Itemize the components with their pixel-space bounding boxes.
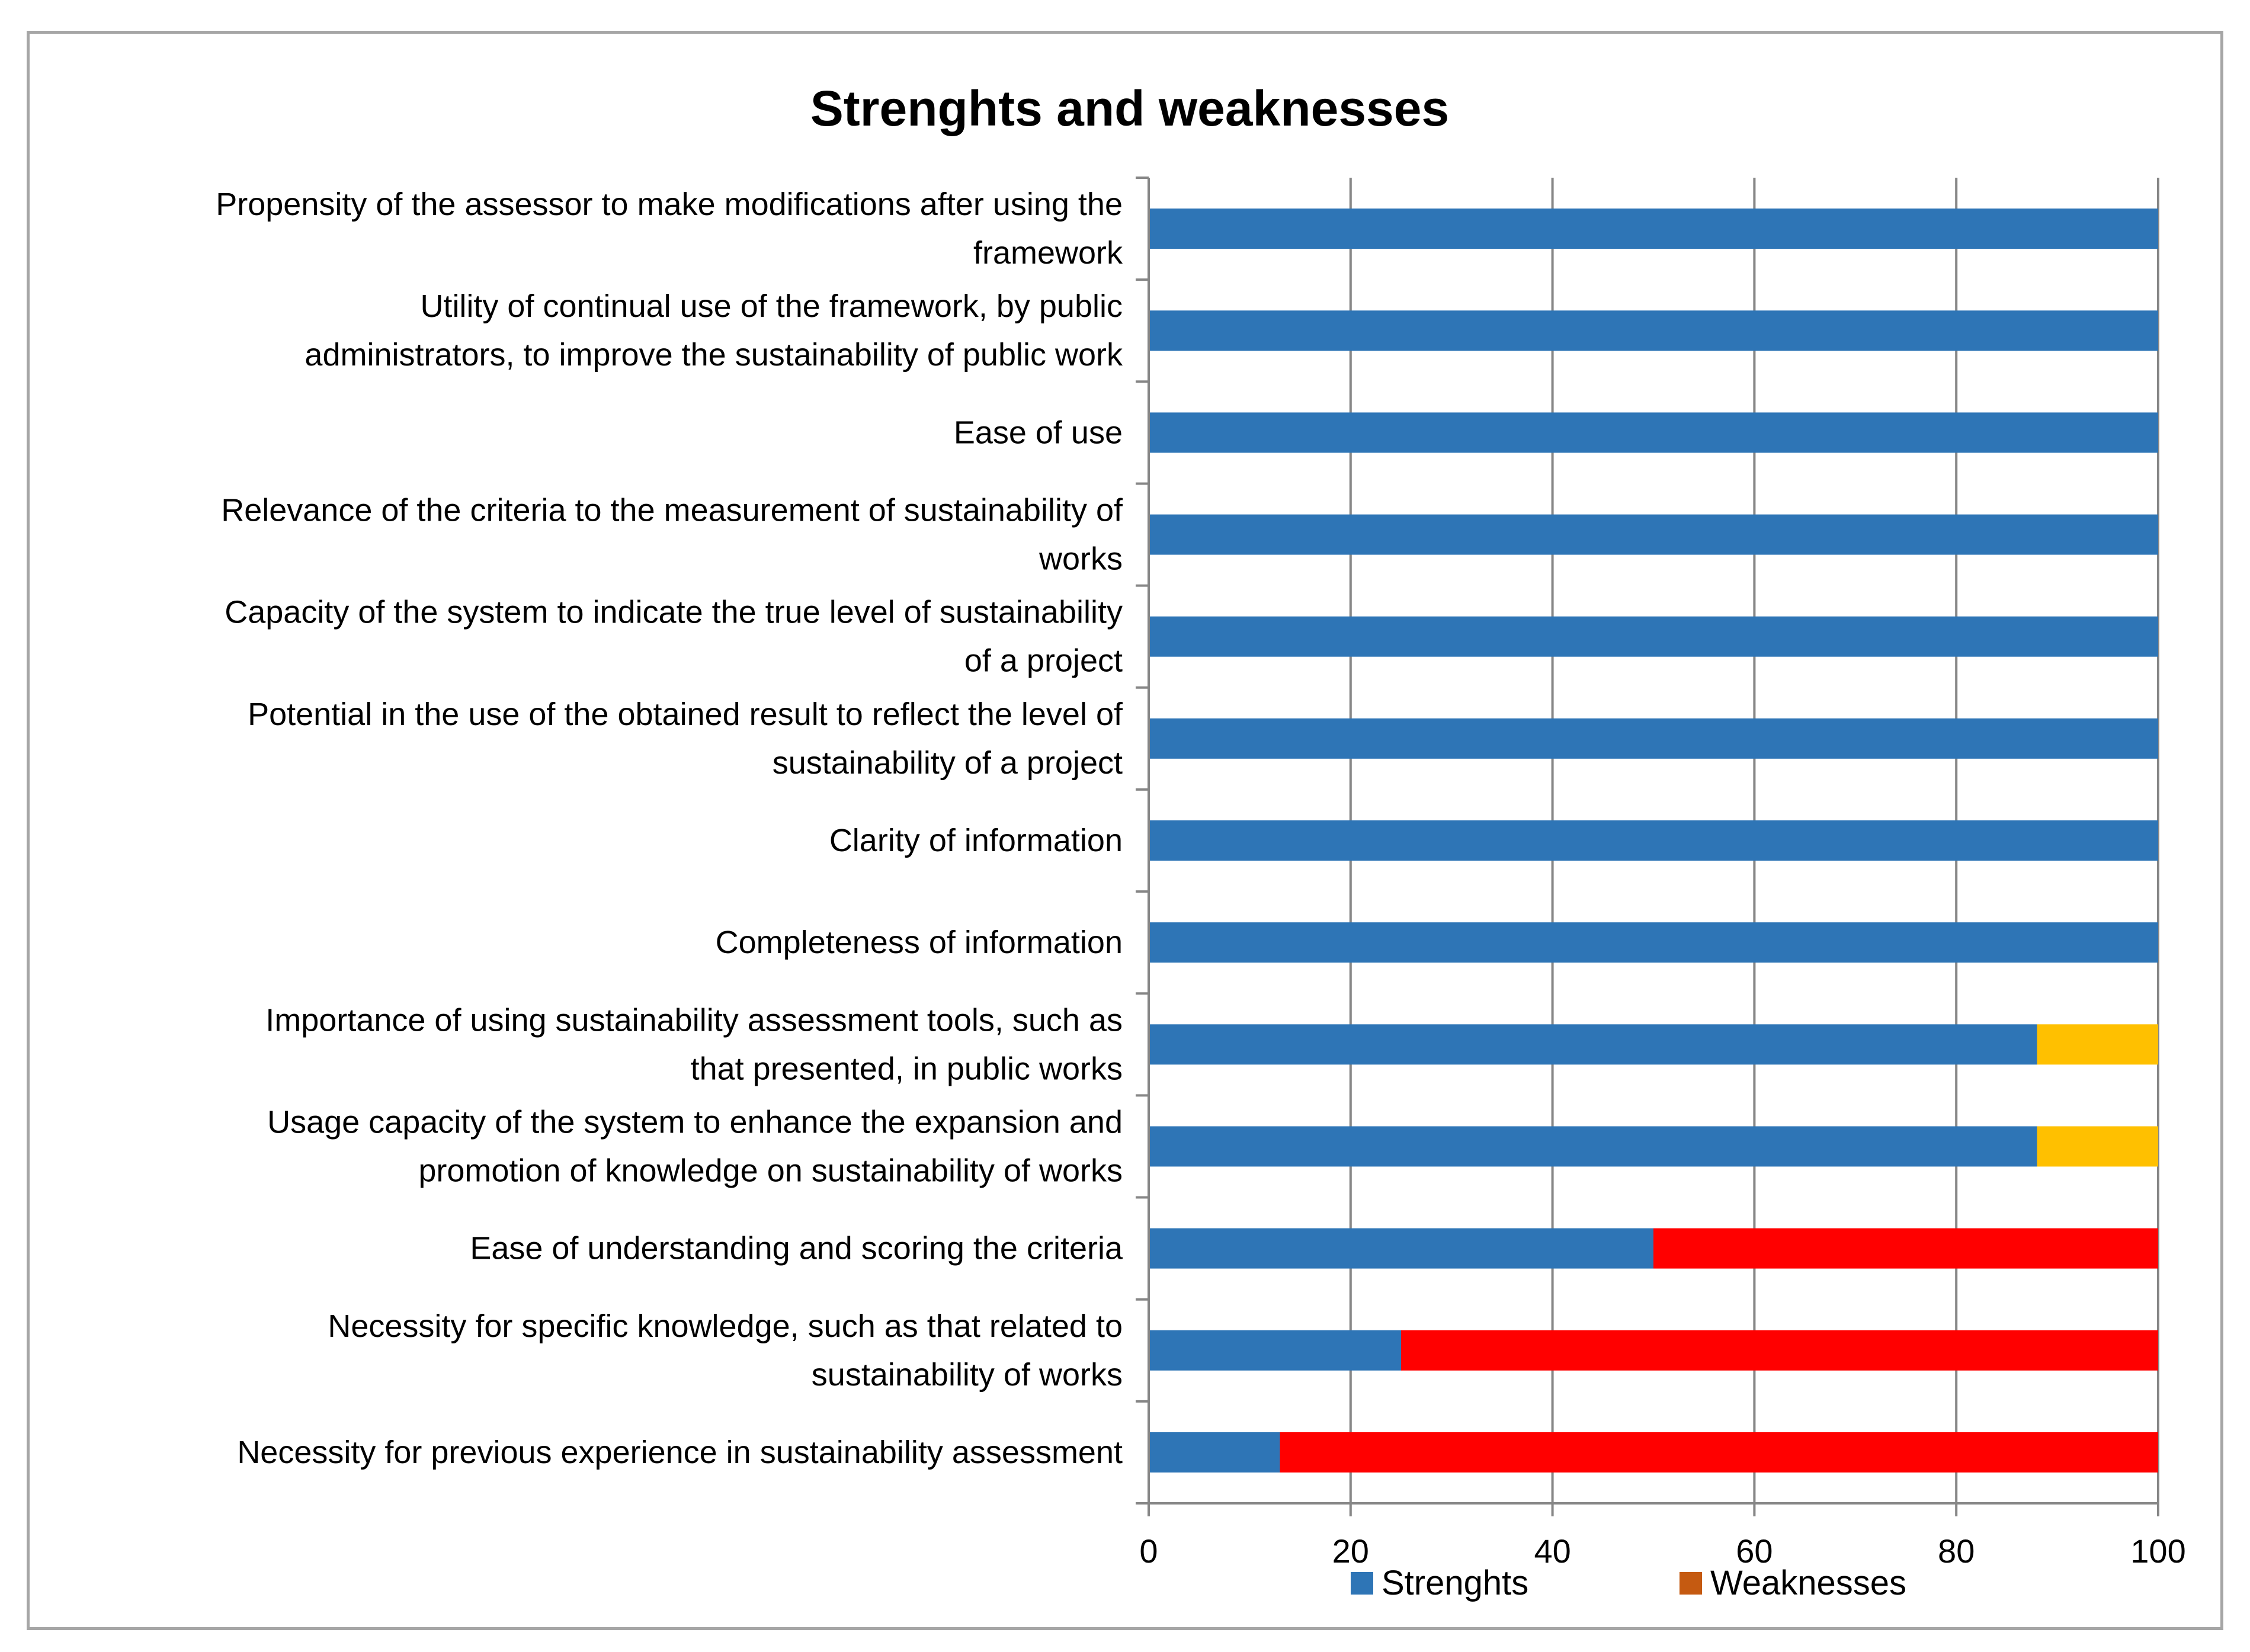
category-label: Completeness of information [716, 925, 1123, 960]
bar-strengths [1149, 1432, 1280, 1473]
x-tick-label: 40 [1534, 1532, 1570, 1570]
category-label: administrators, to improve the sustainab… [305, 337, 1123, 373]
category-label: Clarity of information [829, 823, 1123, 858]
category-label: Ease of use [954, 415, 1123, 450]
category-label: sustainability of a project [773, 745, 1123, 781]
category-label: that presented, in public works [691, 1051, 1123, 1086]
category-label: Ease of understanding and scoring the cr… [470, 1231, 1123, 1266]
bar-weaknesses [1280, 1432, 2158, 1473]
bar-weaknesses [1401, 1330, 2158, 1371]
legend-label-strengths: Strenghts [1382, 1564, 1528, 1602]
category-label: Relevance of the criteria to the measure… [221, 493, 1123, 528]
bar-strengths [1149, 718, 2158, 759]
bar-strengths [1149, 1024, 2037, 1065]
axes [1136, 177, 2159, 1516]
bar-strengths [1149, 310, 2158, 351]
category-label: sustainability of works [812, 1357, 1123, 1393]
category-label: Necessity for previous experience in sus… [237, 1435, 1123, 1470]
x-tick-labels: 0 20 40 60 80 100 [1139, 1532, 2185, 1570]
chart: Strenghts and weaknesses Propensity of t… [216, 81, 2186, 1602]
category-label: Usage capacity of the system to enhance … [267, 1104, 1123, 1140]
bar-strengths [1149, 412, 2158, 453]
category-label: of a project [964, 643, 1123, 679]
legend-label-weaknesses: Weaknesses [1710, 1564, 1906, 1602]
chart-frame: Strenghts and weaknesses Propensity of t… [27, 31, 2223, 1630]
bar-strengths [1149, 1228, 1653, 1269]
category-label: promotion of knowledge on sustainability… [418, 1153, 1123, 1188]
x-tick-label: 0 [1139, 1532, 1158, 1570]
x-tick-label: 20 [1332, 1532, 1369, 1570]
category-labels: Propensity of the assessor to make modif… [216, 187, 1123, 1470]
legend: Strenghts Weaknesses [1351, 1564, 1906, 1602]
bar-strengths [1149, 820, 2158, 861]
bar-strengths [1149, 208, 2158, 249]
bar-strengths [1149, 514, 2158, 555]
legend-swatch-strengths [1351, 1572, 1373, 1595]
category-label: Propensity of the assessor to make modif… [216, 187, 1123, 222]
category-label: Capacity of the system to indicate the t… [225, 595, 1123, 630]
bar-strengths [1149, 1126, 2037, 1167]
x-tick-label: 100 [2130, 1532, 2185, 1570]
chart-title: Strenghts and weaknesses [810, 81, 1449, 136]
bar-weaknesses [2037, 1126, 2158, 1167]
category-label: Importance of using sustainability asses… [265, 1002, 1123, 1038]
bar-weaknesses [1653, 1228, 2158, 1269]
category-label: Potential in the use of the obtained res… [248, 697, 1123, 732]
bar-strengths [1149, 1330, 1401, 1371]
bars [1149, 208, 2158, 1473]
bar-weaknesses [2037, 1024, 2158, 1065]
bar-strengths [1149, 922, 2158, 963]
category-label: Utility of continual use of the framewor… [420, 288, 1123, 324]
x-tick-label: 80 [1938, 1532, 1975, 1570]
bar-strengths [1149, 616, 2158, 657]
category-label: framework [973, 235, 1123, 271]
category-label: Necessity for specific knowledge, such a… [328, 1308, 1123, 1344]
category-label: works [1039, 541, 1123, 577]
legend-swatch-weaknesses [1680, 1572, 1702, 1595]
x-tick-label: 60 [1736, 1532, 1773, 1570]
